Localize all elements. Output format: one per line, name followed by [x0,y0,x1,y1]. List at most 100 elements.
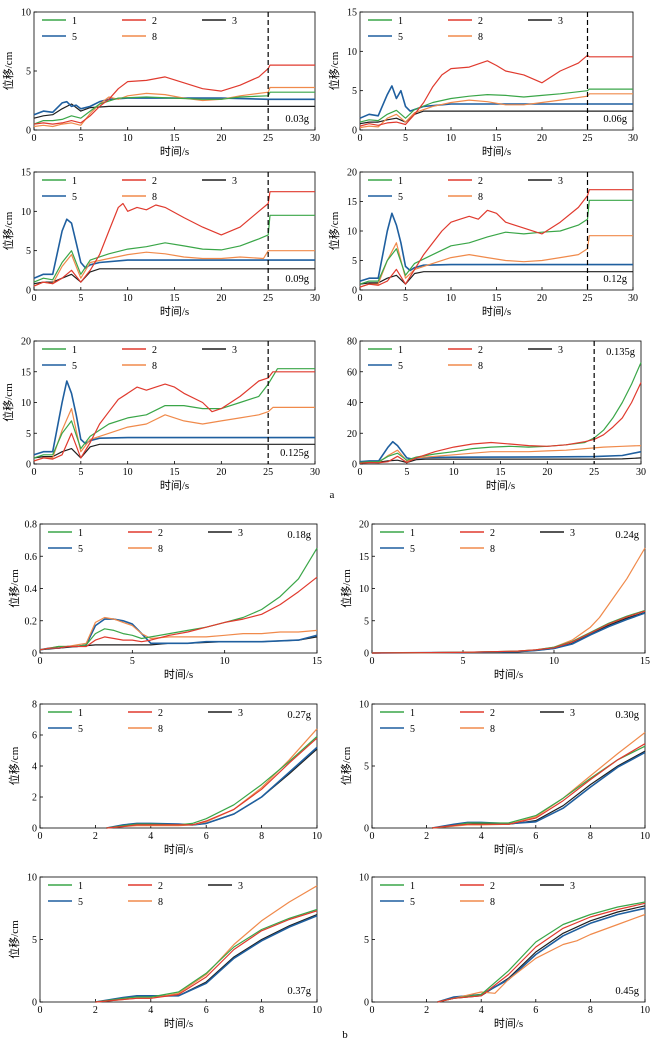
legend-label-3: 3 [570,708,575,719]
y-axis-label: 位移/cm [7,920,21,959]
y-tick-label: 20 [21,337,31,348]
x-axis-label: 时间/s [482,145,511,158]
legend-label-3: 3 [558,16,563,27]
series-line-5 [359,85,633,119]
x-tick-label: 10 [446,293,456,304]
x-tick-label: 5 [130,656,135,667]
x-tick-label: 0 [358,467,363,478]
y-tick-label: 5 [26,67,31,78]
legend-label-8: 8 [152,32,157,43]
x-tick-label: 4 [479,1005,484,1016]
x-tick-label: 10 [123,133,133,144]
y-tick-label: 20 [347,168,357,179]
legend-label-8: 8 [478,361,483,372]
chart-panel: 0 5 10 15 20 25 30 0 20 40 60 80 时间/s 1 2 3 5 8 0.135g [347,337,646,493]
series-line-8 [437,913,646,1003]
legend-label-8: 8 [158,724,163,735]
pga-label: 0.24g [615,530,639,541]
x-tick-label: 30 [628,293,638,304]
x-axis-label: 时间/s [482,305,511,318]
y-tick-label: 6 [32,731,37,742]
y-tick-label: 5 [352,256,357,267]
legend-label-2: 2 [478,176,483,187]
legend-label-2: 2 [158,881,163,892]
legend-label-2: 2 [152,345,157,356]
legend-label-8: 8 [490,544,495,555]
y-tick-label: 5 [364,762,369,773]
legend-label-5: 5 [410,724,415,735]
x-tick-label: 10 [640,1005,650,1016]
y-axis-label: 位移/cm [7,746,21,785]
series-line-2 [39,576,318,651]
series-line-1 [437,901,646,1003]
chart-panel: 0 2 4 6 8 10 0 2 4 6 8 时间/s 位移/cm 1 2 3 5 8 0.27g [7,700,322,857]
series-line-1 [371,609,646,654]
legend-label-5: 5 [410,897,415,908]
series-line-5 [371,612,646,654]
x-axis-label: 时间/s [164,668,193,681]
legend-label-5: 5 [398,192,403,203]
legend-label-3: 3 [238,881,243,892]
x-axis-label: 时间/s [164,843,193,856]
series-line-8 [359,445,642,464]
x-tick-label: 10 [640,831,650,842]
series-line-2 [437,902,646,1003]
x-tick-label: 8 [588,1005,593,1016]
legend-label-2: 2 [490,881,495,892]
x-tick-label: 0 [38,1005,43,1016]
chart-panel: 0 5 10 15 20 25 30 0 5 10 时间/s 位移/cm 1 2 3 5 8 0.03g [1,8,320,159]
y-tick-label: 80 [347,337,357,348]
series-line-8 [33,406,315,462]
legend-label-2: 2 [158,708,163,719]
x-tick-label: 10 [449,467,459,478]
legend-label-8: 8 [152,192,157,203]
legend-label-3: 3 [232,345,237,356]
y-tick-label: 5 [32,935,37,946]
series-line-5 [33,380,315,456]
x-tick-label: 0 [370,1005,375,1016]
chart-panel: 0 2 4 6 8 10 0 5 10 时间/s 位移/cm 1 2 3 5 8 0.30g [339,700,650,857]
y-tick-label: 10 [21,207,31,218]
x-tick-label: 25 [263,293,273,304]
x-axis-label: 时间/s [160,305,189,318]
legend-label-1: 1 [78,528,83,539]
x-tick-label: 20 [537,133,547,144]
plot-frame [33,171,316,291]
x-tick-label: 15 [496,467,506,478]
chart-panel: 0 5 10 15 0 5 10 15 20 时间/s 位移/cm 1 2 3 5 8 0.24g [339,520,650,682]
legend-label-2: 2 [478,345,483,356]
x-tick-label: 2 [93,831,98,842]
y-tick-label: 8 [32,700,37,711]
series-line-3 [371,611,646,654]
legend-label-3: 3 [232,16,237,27]
y-tick-label: 5 [364,616,369,627]
x-tick-label: 20 [216,293,226,304]
series-line-2 [432,743,646,829]
chart-panel: 0 5 10 15 20 25 30 0 5 10 15 20 时间/s 位移/cm 1 2 3 5 8 0.12g [327,168,638,319]
plot-frame [371,703,646,829]
y-tick-label: 20 [359,520,369,531]
y-tick-label: 0 [364,998,369,1009]
series-line-3 [33,268,315,285]
legend-label-1: 1 [398,176,403,187]
x-tick-label: 25 [263,467,273,478]
pga-label: 0.27g [287,710,311,721]
series-line-2 [371,610,646,654]
x-tick-label: 0 [358,293,363,304]
x-tick-label: 8 [259,1005,264,1016]
y-tick-label: 0 [352,286,357,297]
x-tick-label: 30 [636,467,646,478]
x-axis-label: 时间/s [494,1017,523,1030]
legend-label-3: 3 [570,528,575,539]
chart-panel: 0 5 10 15 20 25 30 0 5 10 15 20 时间/s 位移/cm 1 2 3 5 8 0.125g [1,337,320,493]
series-line-1 [359,362,642,464]
x-tick-label: 20 [216,133,226,144]
x-tick-label: 2 [93,1005,98,1016]
series-line-1 [33,368,315,459]
y-axis-label: 位移/cm [1,51,15,90]
x-tick-label: 30 [310,293,320,304]
series-line-8 [33,250,315,287]
legend-label-3: 3 [558,345,563,356]
part-b-label: b [342,1029,348,1041]
